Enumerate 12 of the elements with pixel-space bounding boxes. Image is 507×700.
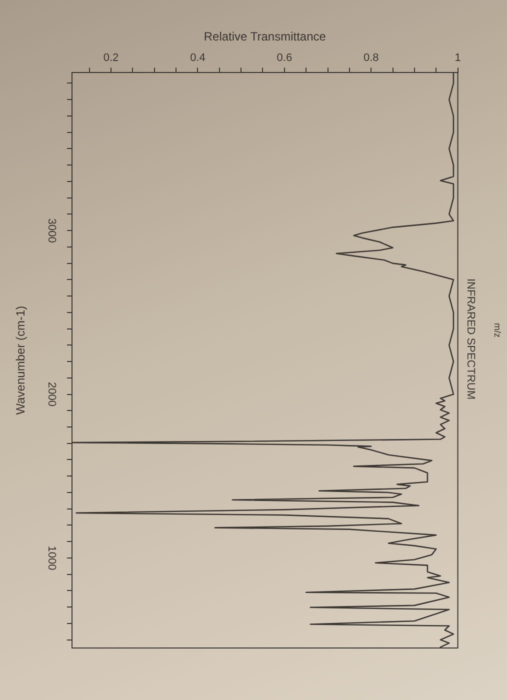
y-tick-label: 2000 bbox=[46, 382, 58, 407]
x-tick-label: 0.4 bbox=[190, 52, 206, 64]
x-tick-label: 0.6 bbox=[276, 52, 292, 64]
y-axis-title: Wavenumber (cm-1) bbox=[14, 306, 28, 415]
x-axis-title: Relative Transmittance bbox=[204, 30, 326, 44]
y-tick-label: 1000 bbox=[46, 546, 58, 570]
x-tick-label: 0.2 bbox=[103, 52, 119, 64]
text: INFRARED SPECTRUM bbox=[464, 278, 476, 400]
text: m/z bbox=[492, 323, 503, 338]
x-tick-label: 0.8 bbox=[363, 52, 379, 64]
y-tick-label: 3000 bbox=[46, 218, 58, 243]
x-tick-label: 1 bbox=[454, 52, 461, 64]
